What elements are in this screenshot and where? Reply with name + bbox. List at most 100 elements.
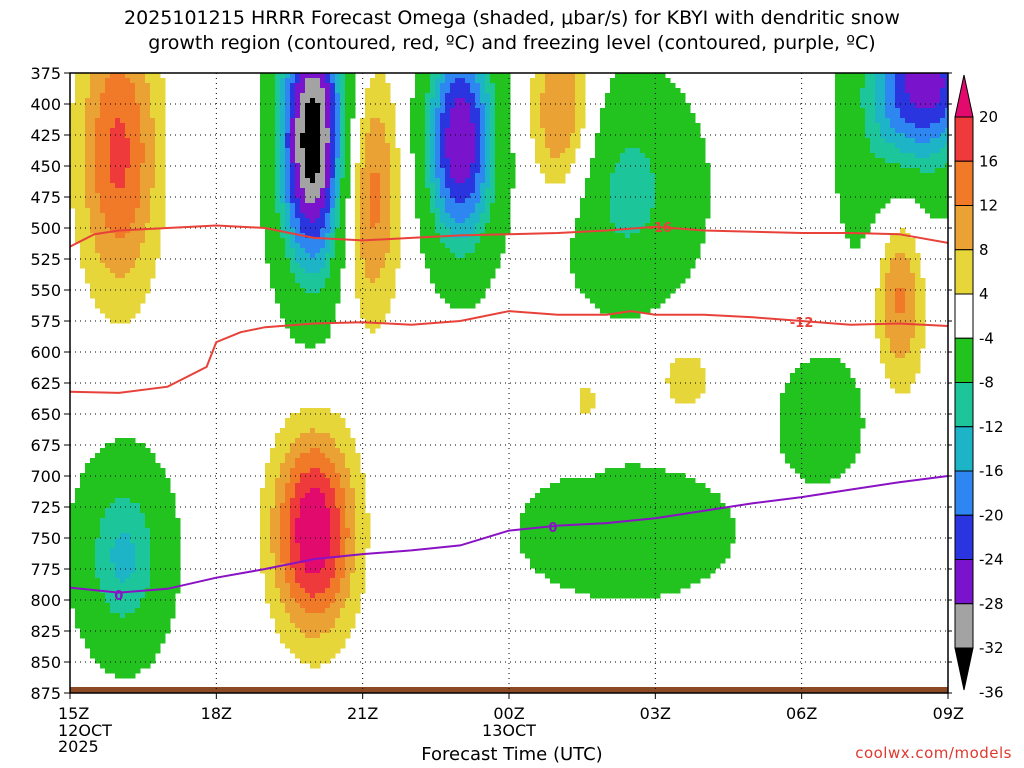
omega-cell [910,358,916,364]
omega-cell [655,198,661,204]
omega-cell [100,228,106,234]
omega-cell [620,163,626,169]
omega-cell [490,153,496,159]
omega-cell [360,128,366,134]
omega-cell [485,218,491,224]
omega-cell [915,113,921,119]
omega-cell [865,163,871,169]
omega-cell [540,78,546,84]
omega-cell [510,153,516,159]
omega-cell [395,148,401,154]
omega-cell [835,108,841,114]
omega-cell [470,123,476,129]
omega-cell [420,233,426,239]
omega-cell [505,83,511,89]
omega-cell [610,148,616,154]
omega-cell [155,78,161,84]
omega-cell [360,143,366,149]
omega-cell [315,298,321,304]
omega-cell [290,108,296,114]
omega-cell [270,183,276,189]
omega-cell [145,158,151,164]
omega-cell [100,113,106,119]
omega-cell [890,168,896,174]
omega-cell [390,148,396,154]
omega-cell [605,178,611,184]
omega-cell [460,288,466,294]
omega-cell [445,273,451,279]
omega-cell [280,303,286,309]
omega-cell [680,128,686,134]
omega-cell [470,103,476,109]
omega-cell [435,193,441,199]
omega-cell [155,168,161,174]
omega-cell [915,188,921,194]
omega-cell [345,73,351,79]
omega-cell [340,198,346,204]
omega-cell [930,198,936,204]
omega-cell [635,228,641,234]
omega-cell [890,273,896,279]
omega-cell [865,153,871,159]
omega-cell [900,108,906,114]
omega-cell [445,253,451,259]
omega-cell [505,128,511,134]
omega-cell [335,73,341,79]
omega-cell [565,73,571,79]
omega-cell [935,193,941,199]
omega-cell [485,138,491,144]
omega-cell [625,293,631,299]
omega-cell [655,163,661,169]
omega-cell [370,168,376,174]
omega-cell [570,93,576,99]
omega-cell [375,218,381,224]
omega-cell [895,183,901,189]
omega-cell [670,128,676,134]
omega-cell [425,233,431,239]
omega-cell [575,258,581,264]
omega-cell [360,168,366,174]
omega-cell [640,113,646,119]
omega-cell [890,178,896,184]
omega-cell [620,203,626,209]
omega-cell [490,213,496,219]
omega-cell [635,173,641,179]
omega-cell [340,118,346,124]
omega-cell [620,93,626,99]
omega-cell [85,243,91,249]
omega-cell [480,78,486,84]
omega-cell [625,163,631,169]
omega-cell [320,293,326,299]
omega-cell [290,308,296,314]
omega-cell [875,323,881,329]
omega-cell [340,228,346,234]
omega-cell [325,198,331,204]
omega-cell [695,123,701,129]
omega-cell [320,298,326,304]
omega-cell [420,118,426,124]
omega-cell [460,198,466,204]
omega-cell [875,73,881,79]
omega-cell [365,88,371,94]
omega-cell [850,178,856,184]
omega-cell [895,358,901,364]
omega-cell [160,158,166,164]
omega-cell [685,113,691,119]
omega-cell [325,218,331,224]
omega-cell [115,178,121,184]
omega-cell [540,93,546,99]
omega-cell [80,203,86,209]
omega-cell [905,333,911,339]
omega-cell [395,188,401,194]
omega-cell [440,258,446,264]
omega-cell [895,178,901,184]
omega-cell [910,83,916,89]
omega-cell [875,198,881,204]
omega-cell [590,278,596,284]
omega-cell [840,83,846,89]
omega-cell [910,148,916,154]
omega-cell [915,198,921,204]
omega-cell [370,223,376,229]
omega-cell [85,78,91,84]
omega-cell [430,193,436,199]
